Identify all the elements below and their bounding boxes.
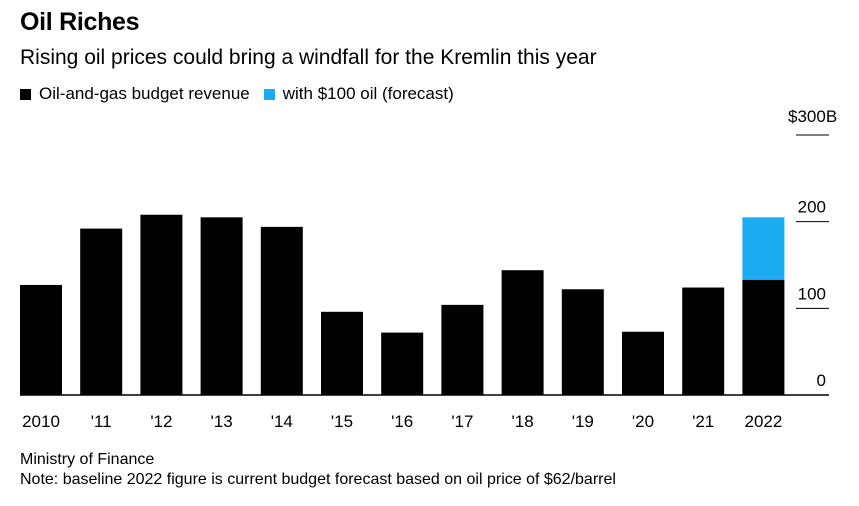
bar-revenue [321,311,363,395]
bar-revenue [742,279,785,395]
x-tick-label: '18 [512,412,534,431]
y-tick-label: 0 [817,371,826,390]
bar-revenue [441,304,484,395]
bar-revenue [622,331,664,395]
legend-swatch-revenue [20,88,31,100]
bar-revenue [80,228,123,395]
source-text: Ministry of Finance [20,451,155,468]
legend-swatch-forecast [263,88,275,100]
y-tick-label: 200 [798,198,826,217]
bar-revenue [501,270,544,395]
x-tick-label: '20 [632,412,654,431]
bar-forecast [742,217,785,280]
y-tick-label: 100 [798,284,826,303]
bar-revenue [381,332,424,395]
chart-subtitle: Rising oil prices could bring a windfall… [20,46,597,69]
x-tick-label: 2010 [22,412,60,431]
x-tick-label: '19 [572,412,594,431]
x-tick-label: '12 [150,412,172,431]
bar-revenue [260,226,303,395]
bar-revenue [682,287,725,395]
y-axis-max-label: $300B [788,107,838,126]
legend-label-forecast: with $100 oil (forecast) [282,84,454,103]
x-tick-label: '16 [391,412,413,431]
legend: Oil-and-gas budget revenue with $100 oil… [20,84,468,104]
note-text: Note: baseline 2022 figure is current bu… [20,471,616,488]
bar-revenue [140,214,183,395]
chart-title: Oil Riches [20,8,140,36]
bar-revenue [20,284,62,395]
x-tick-label: '14 [271,412,293,431]
legend-item-revenue: Oil-and-gas budget revenue [20,84,250,104]
legend-label-revenue: Oil-and-gas budget revenue [39,84,250,103]
x-tick-label: '15 [331,412,353,431]
x-tick-label: '17 [451,412,473,431]
legend-item-forecast: with $100 oil (forecast) [263,84,454,104]
x-tick-label: '11 [91,412,112,431]
x-tick-label: '21 [692,412,714,431]
x-tick-label: '13 [211,412,233,431]
bar-revenue [200,217,243,395]
x-tick-label: 2022 [744,412,782,431]
bar-revenue [561,289,604,395]
